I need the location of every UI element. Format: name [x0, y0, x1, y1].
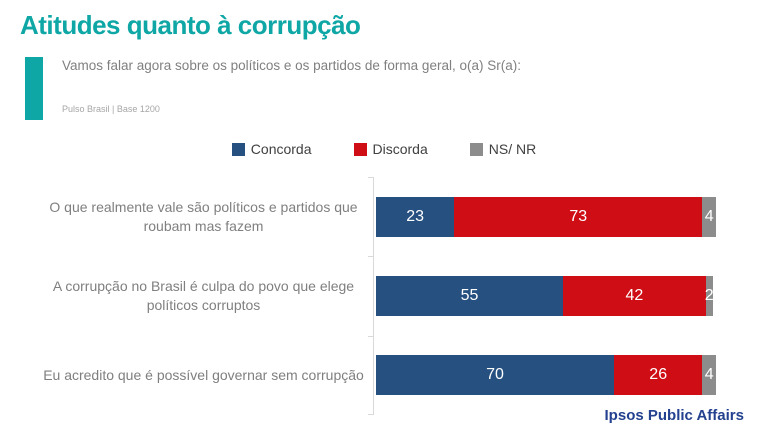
chart-row: 70 26 4	[374, 336, 716, 415]
accent-bar	[25, 57, 43, 120]
bar-segment-ns-nr: 2	[704, 275, 714, 316]
chart-row: 23 73 4	[374, 177, 716, 256]
legend-item-ns-nr: NS/ NR	[469, 141, 537, 157]
bar-value: 70	[486, 366, 504, 384]
bar-value: 4	[704, 207, 714, 225]
chart: O que realmente vale são políticos e par…	[16, 177, 716, 415]
question-text: Vamos falar agora sobre os políticos e o…	[62, 58, 521, 73]
source-note: Pulso Brasil | Base 1200	[62, 104, 160, 114]
axis-tick	[368, 177, 374, 178]
bar-segment-ns-nr: 4	[702, 196, 716, 237]
bar-segment-discorda: 26	[614, 355, 703, 396]
plot-rows: 23 73 4 55 42 2 70 26 4	[368, 177, 716, 415]
bar-value: 42	[625, 286, 644, 304]
bar-segment-ns-nr: 4	[702, 355, 716, 396]
category-label: A corrupção no Brasil é culpa do povo qu…	[52, 278, 355, 313]
bar-value: 4	[704, 366, 714, 384]
bar-value: 2	[704, 286, 714, 304]
bar-segment-discorda: 42	[563, 275, 706, 316]
legend-swatch-concorda	[231, 142, 245, 156]
bar-segment-concorda: 70	[376, 355, 614, 396]
bar-segment-concorda: 55	[376, 275, 563, 316]
axis-tick	[368, 414, 374, 415]
axis-tick	[368, 256, 374, 258]
bar-value: 23	[406, 207, 424, 225]
bar-value: 73	[569, 207, 588, 225]
bar-track: 70 26 4	[376, 355, 716, 396]
legend-item-concorda: Concorda	[231, 141, 312, 157]
footer-brand: Ipsos Public Affairs	[604, 407, 744, 424]
category-label: Eu acredito que é possível governar sem …	[43, 366, 364, 383]
bar-track: 55 42 2	[376, 275, 716, 316]
category-label: O que realmente vale são políticos e par…	[49, 198, 358, 234]
bar-segment-discorda: 73	[454, 196, 703, 237]
legend-label: Concorda	[250, 141, 312, 157]
legend-swatch-discorda	[353, 142, 367, 156]
bar-track: 23 73 4	[376, 196, 716, 237]
bar-value: 26	[649, 366, 668, 384]
legend-item-discorda: Discorda	[353, 141, 428, 157]
category-labels: O que realmente vale são políticos e par…	[16, 177, 373, 415]
legend-swatch-ns-nr	[469, 142, 483, 156]
legend-label: NS/ NR	[488, 141, 537, 157]
page-title: Atitudes quanto à corrupção	[20, 10, 361, 40]
bar-segment-concorda: 23	[376, 196, 455, 237]
legend: Concorda Discorda NS/ NR	[0, 141, 768, 157]
bar-value: 55	[460, 286, 479, 304]
legend-label: Discorda	[372, 141, 428, 157]
axis-tick	[368, 335, 374, 337]
chart-row: 55 42 2	[374, 256, 716, 335]
